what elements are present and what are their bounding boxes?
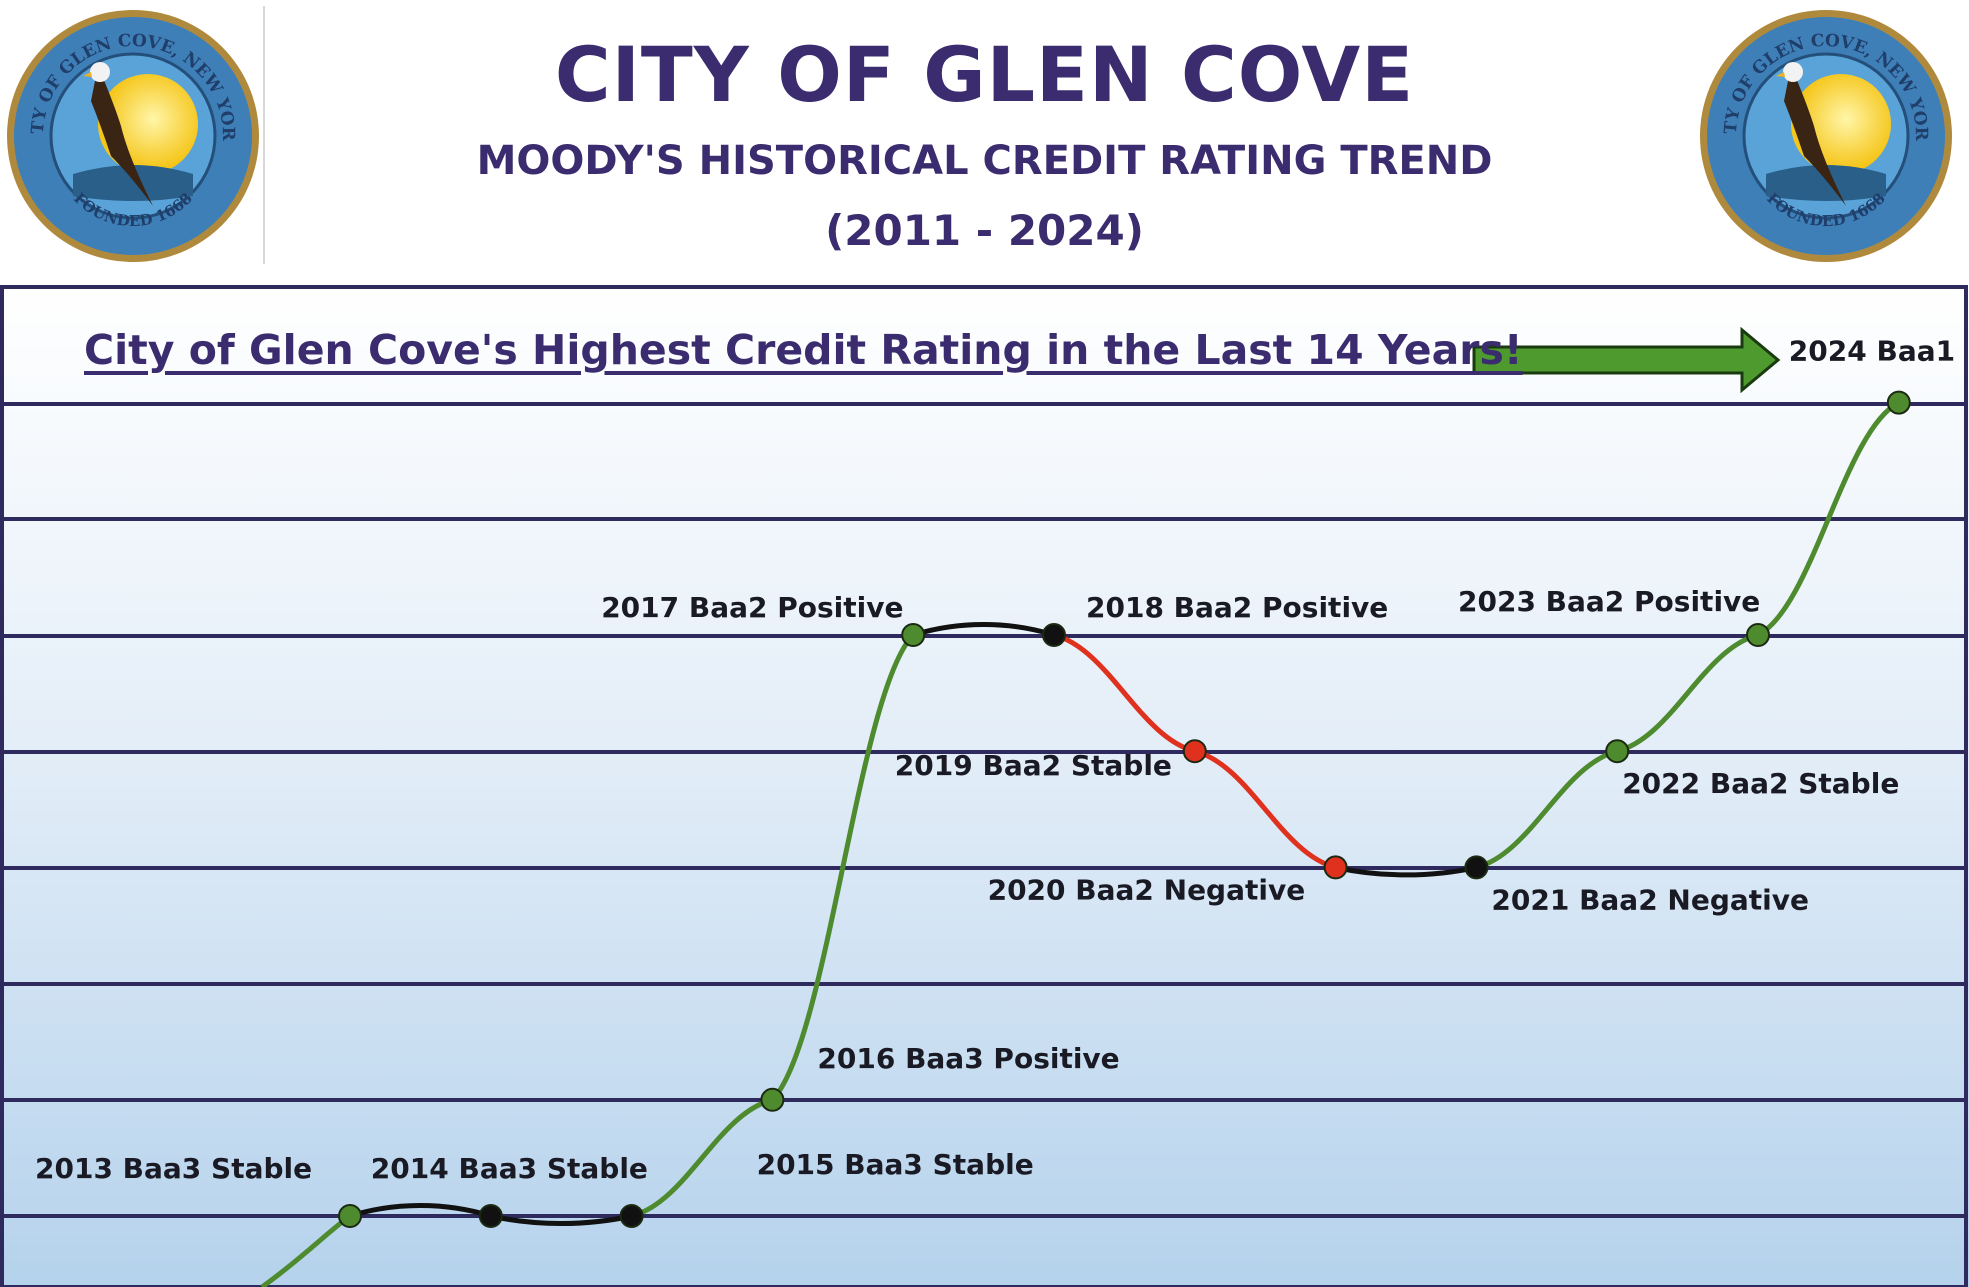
rating-point [1746, 623, 1770, 647]
arrow-right-icon [1472, 326, 1781, 394]
rating-label: 2013 Baa3 Stable [35, 1152, 312, 1185]
chart-background [0, 284, 1969, 1287]
chart-headline: City of Glen Cove's Highest Credit Ratin… [84, 326, 1523, 374]
trend-segment [630, 1097, 774, 1219]
chart-frame [0, 285, 1968, 1287]
city-seal-right: CITY OF GLEN COVE, NEW YORK FOUNDED 1668 [1696, 6, 1952, 262]
rating-point [1605, 739, 1630, 764]
rating-point [1886, 390, 1911, 415]
trend-segment [1335, 864, 1477, 878]
rating-label: 2020 Baa2 Negative [988, 873, 1306, 906]
trend-segment [912, 622, 1055, 638]
rating-label: 2014 Baa3 Stable [371, 1152, 648, 1185]
rating-label: 2022 Baa2 Stable [1622, 767, 1899, 800]
city-seal-left: CITY OF GLEN COVE, NEW YORK FOUNDED 1668 [3, 6, 259, 262]
page-title: CITY OF GLEN COVE [554, 30, 1415, 119]
rating-label: 2024 Baa1 [1789, 335, 1955, 368]
rating-point [478, 1204, 503, 1228]
trend-segment [1756, 400, 1901, 638]
trend-segment [490, 1213, 633, 1226]
trend-segment [1475, 748, 1618, 870]
page-years: (2011 - 2024) [825, 206, 1144, 255]
rating-chart: 2013 Baa3 Stable 2014 Baa3 Stable 2015 Baa… [0, 284, 1969, 1287]
rating-label: 2017 Baa2 Positive [601, 591, 903, 624]
trend-segment [770, 633, 916, 1102]
rating-label: 2019 Baa2 Stable [895, 749, 1172, 782]
header-divider [263, 6, 265, 264]
trend-segment [349, 1203, 492, 1219]
rating-point [901, 623, 926, 647]
highlight-arrow [1472, 326, 1781, 394]
rating-trend-line [260, 400, 1901, 1287]
trend-segment [1053, 632, 1196, 754]
rating-point [1323, 855, 1348, 880]
trend-segment [1194, 748, 1337, 870]
rating-point [619, 1204, 644, 1228]
rating-point [760, 1087, 785, 1112]
rating-label: 2021 Baa2 Negative [1491, 883, 1809, 916]
rating-point [338, 1204, 362, 1228]
rating-point [1182, 739, 1207, 764]
rating-markers [338, 390, 1911, 1228]
rating-label: 2016 Baa3 Positive [817, 1042, 1119, 1075]
rating-point [1464, 855, 1489, 880]
rating-label: 2015 Baa3 Stable [757, 1148, 1034, 1181]
header: CITY OF GLEN COVE, NEW YORK FOUNDED 1668… [0, 0, 1969, 284]
gridlines [2, 402, 1966, 1218]
rating-label: 2023 Baa2 Positive [1458, 585, 1760, 618]
trend-segment [1616, 632, 1759, 754]
page-subtitle: MOODY'S HISTORICAL CREDIT RATING TREND [476, 138, 1493, 184]
rating-label: 2018 Baa2 Positive [1086, 591, 1388, 624]
rating-point [1042, 623, 1066, 647]
rating-labels: 2013 Baa3 Stable 2014 Baa3 Stable 2015 Baa… [35, 335, 1955, 1185]
